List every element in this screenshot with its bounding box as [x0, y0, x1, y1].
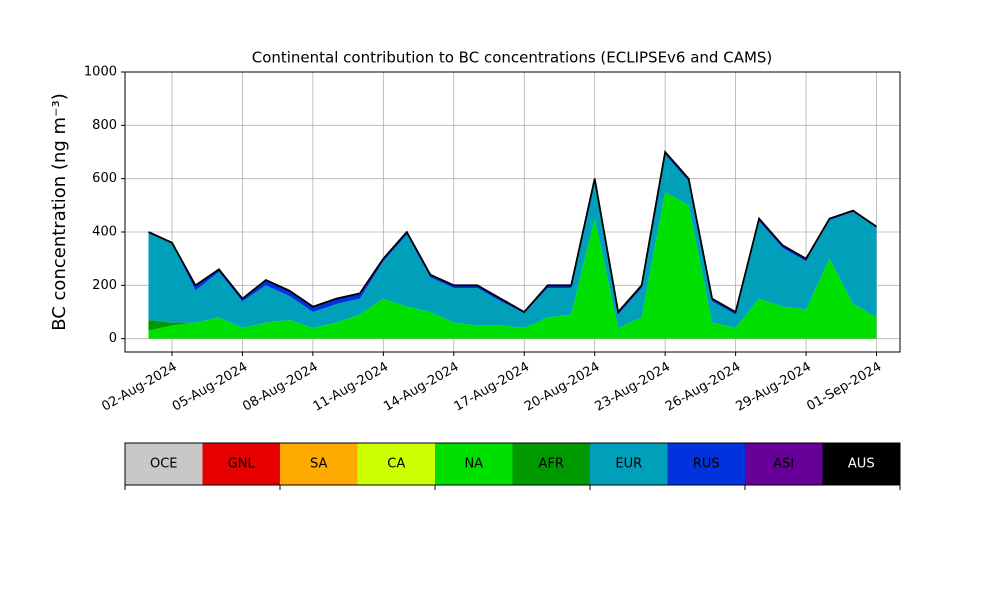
x-tick-label: 23-Aug-2024	[593, 360, 673, 415]
chart-title: Continental contribution to BC concentra…	[252, 49, 773, 67]
x-tick-label: 05-Aug-2024	[170, 360, 250, 415]
legend-swatch	[667, 443, 745, 485]
legend-label: CA	[387, 457, 405, 472]
x-tick-label: 08-Aug-2024	[240, 360, 320, 415]
y-tick-label: 1000	[84, 65, 117, 80]
x-tick-label: 20-Aug-2024	[522, 360, 602, 415]
legend-label: RUS	[693, 457, 720, 472]
area	[148, 192, 877, 339]
total-outline	[148, 150, 878, 314]
plot-frame	[124, 71, 901, 353]
legend-label: AFR	[539, 457, 564, 472]
y-tick-label: 600	[92, 171, 117, 186]
legend-label: SA	[310, 457, 327, 472]
y-tick-label: 200	[92, 278, 117, 293]
x-tick-label: 11-Aug-2024	[311, 360, 391, 415]
legend-frame	[124, 442, 901, 486]
x-tick-label: 17-Aug-2024	[452, 360, 532, 415]
legend-swatch	[435, 443, 513, 485]
legend-swatch	[125, 443, 203, 485]
legend-label: GNL	[228, 457, 256, 472]
legend-swatch	[590, 443, 668, 485]
y-axis-label: BC concentration (ng m⁻³)	[49, 93, 70, 331]
legend-label: NA	[464, 457, 483, 472]
legend-label: AUS	[848, 457, 875, 472]
x-tick-label: 29-Aug-2024	[733, 360, 813, 415]
legend-label: ASI	[773, 457, 794, 472]
legend-swatch	[745, 443, 823, 485]
legend-label: EUR	[615, 457, 642, 472]
legend-swatch	[280, 443, 358, 485]
y-tick-label: 800	[92, 118, 117, 133]
x-tick-label: 01-Sep-2024	[804, 360, 884, 415]
x-tick-label: 02-Aug-2024	[99, 360, 179, 415]
legend-swatch	[202, 443, 280, 485]
y-tick-label: 400	[92, 225, 117, 240]
x-tick-label: 26-Aug-2024	[663, 360, 743, 415]
legend-swatch	[512, 443, 590, 485]
y-tick-label: 0	[109, 331, 117, 346]
x-tick-label: 14-Aug-2024	[381, 360, 461, 415]
legend-label: OCE	[150, 457, 178, 472]
legend-swatch	[357, 443, 435, 485]
legend-swatch	[822, 443, 900, 485]
area	[148, 154, 877, 328]
